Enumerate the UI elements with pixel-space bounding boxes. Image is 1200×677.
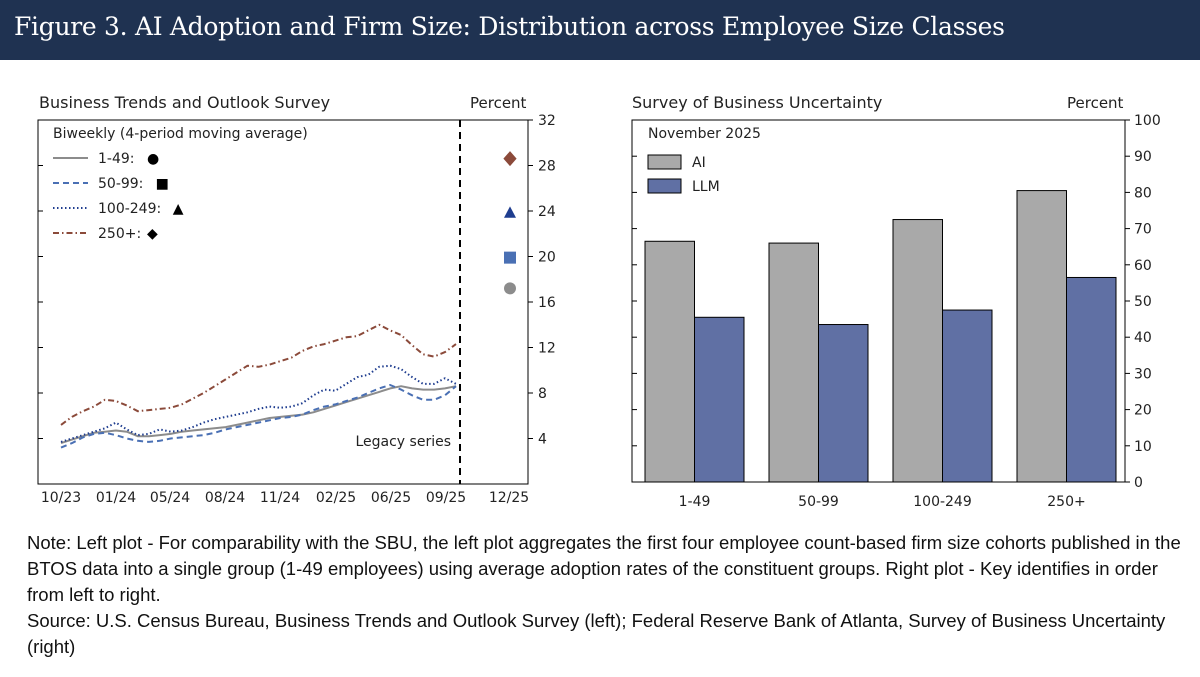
legend-marker-diamond-icon: ◆ [147,226,158,242]
left-latest-markers [503,151,517,295]
legend-swatch-llm [647,178,682,194]
left-ytick-label: 8 [538,386,547,402]
left-plot-frame [37,119,529,485]
bar-ai-50-99 [768,242,819,483]
legend-label: 1-49: [98,151,135,167]
note-text: Note: Left plot - For comparability with… [27,532,1181,605]
left-axis-ticks: 4 8 12 16 20 24 28 32 10/23 01/24 05/24 08/24 11/24 0… [38,113,556,506]
right-xtick-label: 1-49 [679,494,711,510]
legend-label: LLM [692,179,720,195]
legend-label: 50-99: [98,176,143,192]
legend-label: 250+: [98,226,141,242]
latest-square-marker [504,251,516,264]
left-xtick-label: 09/25 [426,490,466,506]
bar-llm-250+ [1066,276,1117,483]
series-line-square [60,384,457,449]
left-chart-subtitle: Biweekly (4-period moving average) [53,126,308,142]
left-ytick-label: 16 [538,295,556,311]
left-xtick-label: 10/23 [41,490,81,506]
bar-ai-250+ [1016,190,1067,483]
left-chart-ylabel: Percent [470,94,527,112]
latest-circle-marker [504,282,516,295]
figure-charts: Business Trends and Outlook Survey Perce… [37,93,1161,510]
left-ytick-label: 32 [538,113,556,129]
bar-llm-100-249 [942,309,993,483]
bar-ai-100-249 [892,219,943,483]
right-chart-ylabel: Percent [1067,94,1124,112]
right-chart-title: Survey of Business Uncertainty [632,93,882,112]
left-xtick-label: 11/24 [260,490,300,506]
left-chart-title: Business Trends and Outlook Survey [39,93,330,112]
left-ytick-label: 24 [538,204,556,220]
right-ytick-label: 30 [1134,366,1152,382]
right-ytick-label: 80 [1134,185,1152,201]
legend-marker-square-icon: ■ [156,176,169,192]
right-legend: November 2025 AI LLM [647,126,761,195]
left-xtick-label: 02/25 [316,490,356,506]
right-xtick-label: 250+ [1047,494,1085,510]
right-ytick-label: 10 [1134,439,1152,455]
right-ytick-label: 40 [1134,330,1152,346]
left-xtick-label: 06/25 [371,490,411,506]
figure-header: Figure 3. AI Adoption and Firm Size: Dis… [0,0,1200,60]
right-ytick-label: 100 [1134,113,1161,129]
latest-diamond-marker [503,151,517,167]
bar-ai-1-49 [644,240,695,483]
series-line-diamond [60,323,457,426]
legend-swatch-ai [647,154,682,170]
legend-marker-circle-icon: ● [147,151,159,167]
figure-notes: Note: Left plot - For comparability with… [27,530,1187,660]
left-legend: Biweekly (4-period moving average) 1-49:… [53,126,308,242]
right-ytick-label: 90 [1134,149,1152,165]
right-axis-ticks: 0 10 20 30 40 50 60 70 80 90 100 1-49 50-99 100-249 25… [632,113,1161,510]
right-ytick-label: 20 [1134,403,1152,419]
series-line-circle [60,385,457,445]
right-ytick-label: 60 [1134,258,1152,274]
right-xtick-label: 50-99 [798,494,839,510]
right-bars [644,190,1117,483]
left-chart: Business Trends and Outlook Survey Perce… [37,93,556,506]
right-chart-subtitle: November 2025 [648,126,761,142]
right-ytick-label: 70 [1134,222,1152,238]
left-ytick-label: 4 [538,432,547,448]
right-xtick-label: 100-249 [913,494,972,510]
left-ytick-label: 28 [538,159,556,175]
left-xtick-label: 08/24 [205,490,245,506]
source-text: Source: U.S. Census Bureau, Business Tre… [27,610,1166,657]
latest-triangle-marker [504,206,516,218]
left-ytick-label: 12 [538,341,556,357]
left-series-lines [60,323,457,449]
legacy-series-label: Legacy series [355,434,451,450]
left-xtick-label: 01/24 [96,490,136,506]
right-ytick-label: 0 [1134,475,1143,491]
figure-title: Figure 3. AI Adoption and Firm Size: Dis… [14,12,1005,41]
legend-marker-triangle-icon: ▲ [173,201,184,217]
legend-label: AI [692,155,706,171]
series-line-triangle [60,364,457,443]
legend-label: 100-249: [98,201,161,217]
right-chart: Survey of Business Uncertainty Percent 0… [631,93,1161,510]
left-xtick-label: 12/25 [489,490,529,506]
bar-llm-1-49 [694,316,745,483]
right-ytick-label: 50 [1134,294,1152,310]
left-ytick-label: 20 [538,250,556,266]
left-xtick-label: 05/24 [150,490,190,506]
bar-llm-50-99 [818,324,869,483]
